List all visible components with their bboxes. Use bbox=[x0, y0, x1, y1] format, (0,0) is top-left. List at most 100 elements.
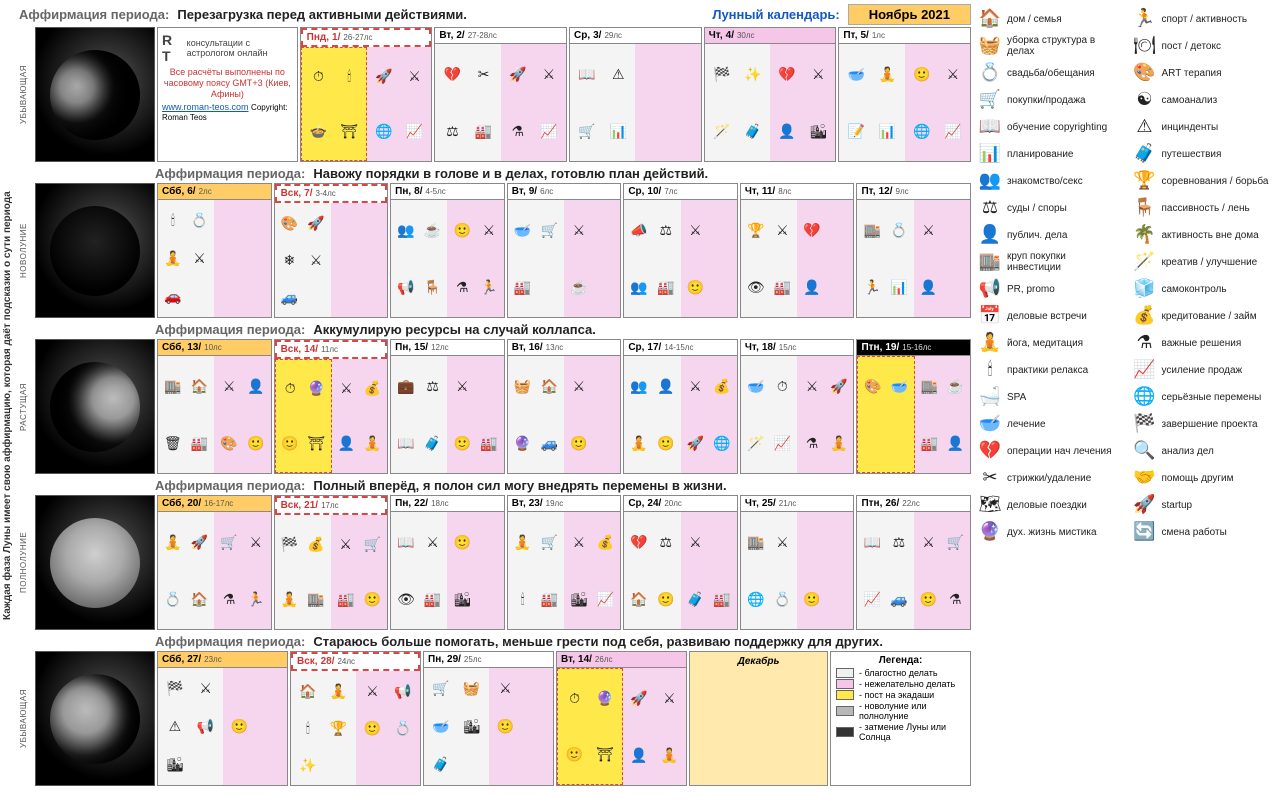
activity-icon: 💍 bbox=[187, 202, 213, 239]
day-of-week: Сбб, bbox=[162, 342, 184, 353]
lunar-day: 20лс bbox=[664, 499, 682, 508]
day-of-week: Вск, bbox=[281, 344, 302, 355]
activity-icon: 💔 bbox=[437, 46, 467, 102]
activity-icon: 🪄 bbox=[743, 415, 769, 471]
lunar-day: 15лс bbox=[779, 343, 797, 352]
lunar-day: 14-15лс bbox=[664, 343, 693, 352]
activity-icon: 🧘 bbox=[626, 415, 652, 471]
day-header: Сбб,27/23лс bbox=[158, 652, 287, 668]
legend-row: 📅деловые встречи bbox=[979, 305, 1122, 327]
swatch-label: - новолуние или полнолуние bbox=[859, 701, 965, 721]
activity-icon: 🙂 bbox=[653, 415, 679, 471]
activity-icon bbox=[942, 259, 968, 315]
activity-icon bbox=[358, 747, 388, 783]
activity-icon: 🙂 bbox=[360, 573, 386, 628]
swatch-label: - пост на экадаши bbox=[859, 690, 934, 700]
activity-icon: 🙂 bbox=[449, 415, 475, 471]
legend-icon: 💰 bbox=[1134, 305, 1156, 327]
activity-icon: 🙂 bbox=[225, 708, 255, 745]
activity-icon: 🏭 bbox=[476, 415, 502, 471]
activity-icon: 👥 bbox=[393, 202, 419, 258]
activity-icon: 📖 bbox=[393, 415, 419, 471]
activity-icon: 🗑 bbox=[160, 415, 186, 471]
day-bad-half: 🙂 bbox=[797, 512, 853, 629]
affirm-text: Стараюсь больше помогать, меньше грести … bbox=[313, 634, 971, 649]
day-of-week: Вск, bbox=[281, 188, 302, 199]
day-number: 26/ bbox=[885, 498, 899, 509]
activity-icon: ⚔ bbox=[770, 514, 796, 570]
day-cell: Вт,2/27-28лс💔✂⚖🏭🚀⚔⚗📈 bbox=[434, 27, 567, 162]
week-row: ПОЛНОЛУНИЕСбб,20/16-17лс🧘🚀💍🏠🛒⚔⚗🏃Вск,21/1… bbox=[19, 495, 971, 630]
day-body: 🧘🚀💍🏠🛒⚔⚗🏃 bbox=[158, 512, 271, 629]
activity-icon bbox=[799, 514, 825, 570]
activity-icon: ⚔ bbox=[191, 670, 221, 707]
activity-icon: 📊 bbox=[873, 103, 903, 159]
legend-icon: ⚠ bbox=[1134, 116, 1156, 138]
activity-icon: 📖 bbox=[393, 514, 419, 570]
day-cell: Пт,12/9лс🏬💍🏃📊⚔👤 bbox=[856, 183, 971, 318]
legend-row: 🤝помощь другим bbox=[1134, 467, 1277, 489]
day-body: 🧘🛒🕯🏭⚔💰🏙📈 bbox=[508, 512, 621, 629]
day-of-week: Вт, bbox=[439, 30, 453, 41]
activity-icon bbox=[669, 46, 699, 102]
activity-icon: 🏙 bbox=[803, 103, 833, 159]
activity-icon: ⚔ bbox=[476, 202, 502, 258]
activity-icon: 🥣 bbox=[743, 358, 769, 414]
legend-text: пост / детокс bbox=[1162, 41, 1221, 52]
legend-icon: 💔 bbox=[979, 440, 1001, 462]
day-number: 13/ bbox=[187, 342, 201, 353]
day-of-week: Чт, bbox=[709, 30, 723, 41]
legend-text: деловые встречи bbox=[1007, 311, 1087, 322]
legend-icon: 🌐 bbox=[1134, 386, 1156, 408]
legend-text: самоанализ bbox=[1162, 95, 1218, 106]
day-header: Чт,11/8лс bbox=[741, 184, 854, 200]
activity-icon: 🔮 bbox=[304, 362, 329, 416]
moon-image bbox=[35, 27, 155, 162]
activity-icon: 📈 bbox=[534, 103, 564, 159]
legend-text: важные решения bbox=[1162, 338, 1242, 349]
day-bad-half bbox=[635, 44, 700, 161]
activity-icon: 🧘 bbox=[873, 46, 903, 102]
day-number: 22/ bbox=[414, 498, 428, 509]
day-cell: Вск,21/17лс🏁💰🧘🏬⚔🛒🏭🙂 bbox=[274, 495, 389, 630]
lunar-day: 26лс bbox=[595, 655, 613, 664]
day-number: 21/ bbox=[304, 500, 318, 511]
activity-icon: ☕ bbox=[943, 358, 968, 414]
day-good-half: ⏱🔮🙂⛩ bbox=[557, 668, 623, 785]
site-link[interactable]: www.roman-teos.com bbox=[162, 102, 249, 112]
day-number: 6/ bbox=[187, 186, 195, 197]
activity-icon: ⚔ bbox=[655, 670, 684, 726]
activity-icon: 💔 bbox=[799, 202, 825, 258]
phase-label: НОВОЛУНИЕ bbox=[19, 183, 33, 318]
header-row: Аффирмация периода:Перезагрузка перед ак… bbox=[19, 4, 971, 25]
day-body: 💔✂⚖🏭🚀⚔⚗📈 bbox=[435, 44, 566, 161]
activity-icon: 🙂 bbox=[916, 571, 942, 627]
activity-icon: 🧳 bbox=[420, 415, 446, 471]
activity-icon: 👁 bbox=[393, 571, 419, 627]
activity-icon bbox=[243, 202, 269, 239]
swatch bbox=[836, 706, 854, 716]
activity-icon bbox=[216, 240, 242, 277]
day-header: Вт,2/27-28лс bbox=[435, 28, 566, 44]
days-grid: R Tконсультации с астрологом онлайнВсе р… bbox=[157, 27, 971, 162]
day-body: 📣⚖👥🏭⚔🙂 bbox=[624, 200, 737, 317]
activity-icon: 🚀 bbox=[303, 205, 329, 241]
activity-icon: 🌐 bbox=[907, 103, 937, 159]
legend-icon: 📢 bbox=[979, 278, 1001, 300]
day-cell: Ср,3/29лс📖⚠🛒📊 bbox=[569, 27, 702, 162]
legend-row: 🥣лечение bbox=[979, 413, 1122, 435]
legend-icon: 🧳 bbox=[1134, 143, 1156, 165]
legend-icon: 🏁 bbox=[1134, 413, 1156, 435]
activity-icon bbox=[225, 746, 255, 783]
activity-icon: ✨ bbox=[738, 46, 768, 102]
day-body: 🏠🧘🕯🏆✨⚔📢🙂💍 bbox=[291, 671, 420, 785]
legend-text: анализ дел bbox=[1162, 446, 1214, 457]
tagline: консультации с астрологом онлайн bbox=[187, 38, 293, 58]
day-good-half: 🧺🏠🔮🚙 bbox=[508, 356, 564, 473]
day-body: 📖⚖📈🚙⚔🛒🙂⚗ bbox=[857, 512, 970, 629]
activity-icon: 🏠 bbox=[187, 358, 213, 414]
activity-icon: 🏬 bbox=[859, 202, 885, 258]
activity-icon: 🙂 bbox=[243, 415, 269, 471]
legend-row: 🧊самоконтроль bbox=[1134, 278, 1277, 300]
legend-icon: 🕯 bbox=[979, 359, 1001, 381]
